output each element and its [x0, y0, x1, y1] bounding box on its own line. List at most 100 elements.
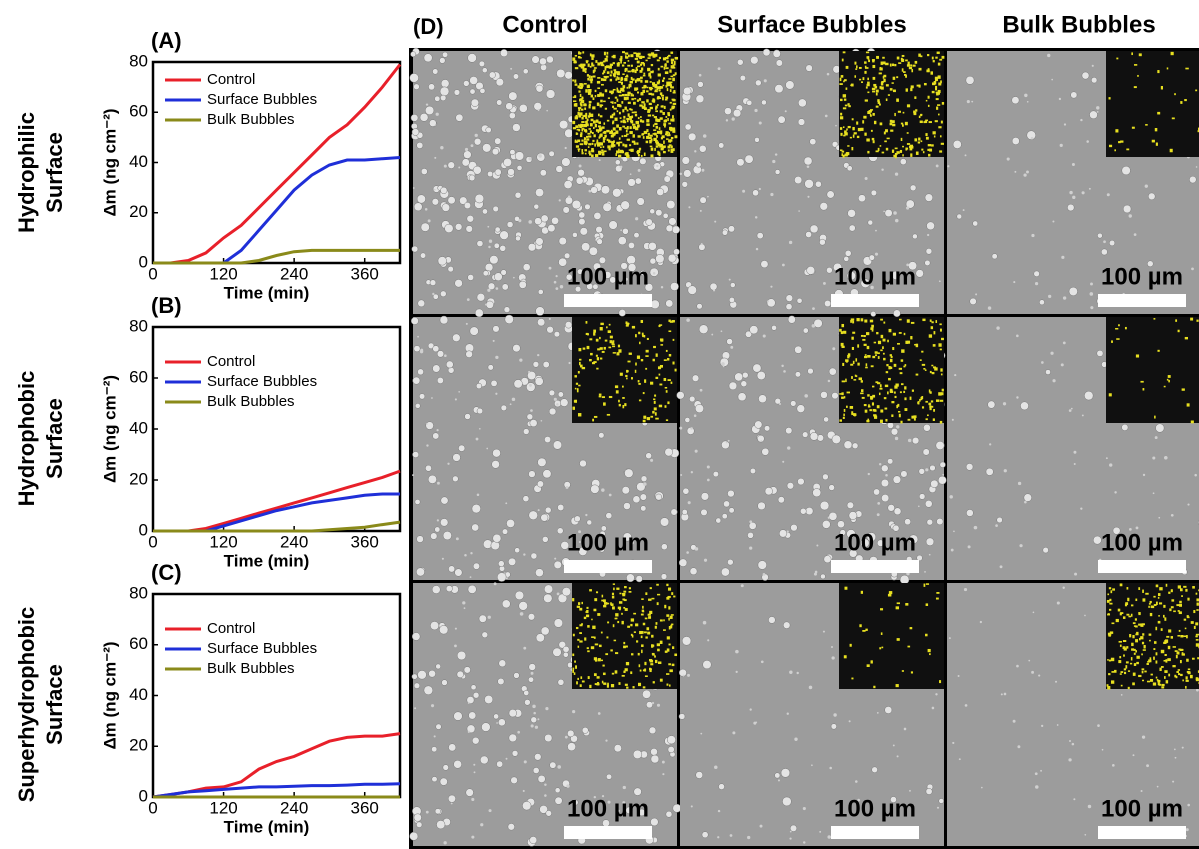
- eds-signal: [597, 682, 599, 685]
- eds-signal: [918, 68, 921, 71]
- eds-signal: [1157, 70, 1159, 73]
- debris: [1064, 123, 1066, 125]
- eds-signal: [907, 319, 910, 322]
- eds-signal: [864, 71, 866, 74]
- eds-signal: [1178, 673, 1180, 675]
- debris: [653, 165, 655, 167]
- particle: [536, 634, 544, 642]
- particle: [776, 60, 783, 67]
- eds-signal: [579, 608, 582, 611]
- debris: [1057, 601, 1060, 604]
- eds-signal: [851, 376, 853, 379]
- particle: [719, 784, 725, 790]
- particle: [533, 361, 539, 367]
- debris: [687, 674, 690, 677]
- particle: [448, 162, 455, 169]
- particle: [564, 180, 572, 188]
- eds-signal: [941, 373, 943, 375]
- eds-signal: [626, 324, 629, 326]
- eds-signal: [572, 670, 574, 673]
- particle: [509, 92, 518, 101]
- eds-signal: [625, 52, 627, 54]
- panel-label: (D): [413, 14, 444, 39]
- eds-signal: [631, 93, 633, 96]
- x-tick-label: 120: [209, 264, 237, 283]
- particle: [788, 316, 795, 323]
- eds-signal: [580, 143, 583, 145]
- particle: [761, 260, 768, 267]
- eds-signal: [850, 320, 852, 323]
- eds-signal: [616, 588, 619, 590]
- debris: [1016, 335, 1019, 338]
- particle: [470, 89, 475, 94]
- eds-signal: [633, 102, 636, 105]
- debris: [455, 628, 457, 630]
- particle: [807, 266, 815, 274]
- particle: [488, 365, 494, 371]
- eds-signal: [635, 114, 637, 116]
- y-tick-label: 60: [129, 367, 148, 386]
- debris: [828, 380, 831, 383]
- eds-signal: [842, 363, 844, 366]
- particle: [771, 325, 776, 330]
- eds-signal: [629, 149, 632, 151]
- particle: [455, 279, 463, 287]
- eds-signal: [854, 132, 857, 134]
- debris: [1031, 671, 1034, 674]
- particle: [483, 540, 492, 549]
- eds-signal: [599, 337, 601, 339]
- eds-signal: [940, 349, 942, 351]
- eds-signal: [584, 83, 587, 85]
- eds-signal: [646, 119, 649, 122]
- particle: [529, 664, 536, 671]
- eds-signal: [626, 646, 628, 648]
- debris: [535, 726, 538, 729]
- eds-signal: [595, 124, 597, 127]
- eds-signal: [576, 145, 579, 147]
- eds-signal: [613, 108, 616, 110]
- eds-signal: [1179, 604, 1182, 607]
- eds-signal: [1156, 660, 1158, 663]
- data-line: [153, 784, 400, 797]
- eds-signal: [606, 326, 608, 328]
- debris: [789, 670, 792, 673]
- debris: [1157, 786, 1159, 788]
- eds-signal: [602, 154, 605, 156]
- eds-signal: [907, 104, 910, 107]
- eds-signal: [1174, 93, 1176, 95]
- eds-signal: [876, 332, 878, 334]
- particle: [649, 727, 656, 734]
- eds-signal: [630, 109, 632, 111]
- x-tick-label: 360: [351, 798, 379, 817]
- eds-signal: [600, 327, 603, 330]
- eds-signal: [865, 67, 868, 69]
- particle: [700, 197, 707, 204]
- particle: [446, 361, 453, 368]
- eds-signal: [843, 51, 846, 53]
- particle: [930, 465, 936, 471]
- eds-signal: [629, 118, 631, 121]
- y-tick-label: 40: [129, 685, 148, 704]
- eds-signal: [622, 675, 625, 677]
- eds-signal: [872, 356, 875, 358]
- particle: [696, 162, 701, 167]
- particle: [556, 165, 563, 172]
- eds-signal: [1138, 675, 1141, 677]
- particle: [822, 520, 830, 528]
- eds-signal: [631, 634, 633, 636]
- eds-signal: [597, 139, 599, 142]
- eds-signal: [663, 146, 666, 149]
- eds-signal: [641, 101, 644, 103]
- eds-signal: [613, 73, 616, 76]
- debris: [488, 246, 490, 248]
- particle: [957, 214, 962, 219]
- particle: [514, 380, 523, 389]
- particle: [755, 80, 761, 86]
- debris: [1004, 693, 1007, 696]
- eds-signal: [601, 660, 603, 662]
- eds-signal: [592, 65, 595, 67]
- eds-signal: [637, 150, 640, 153]
- particle: [491, 380, 497, 386]
- debris: [849, 720, 851, 722]
- particle: [775, 84, 784, 93]
